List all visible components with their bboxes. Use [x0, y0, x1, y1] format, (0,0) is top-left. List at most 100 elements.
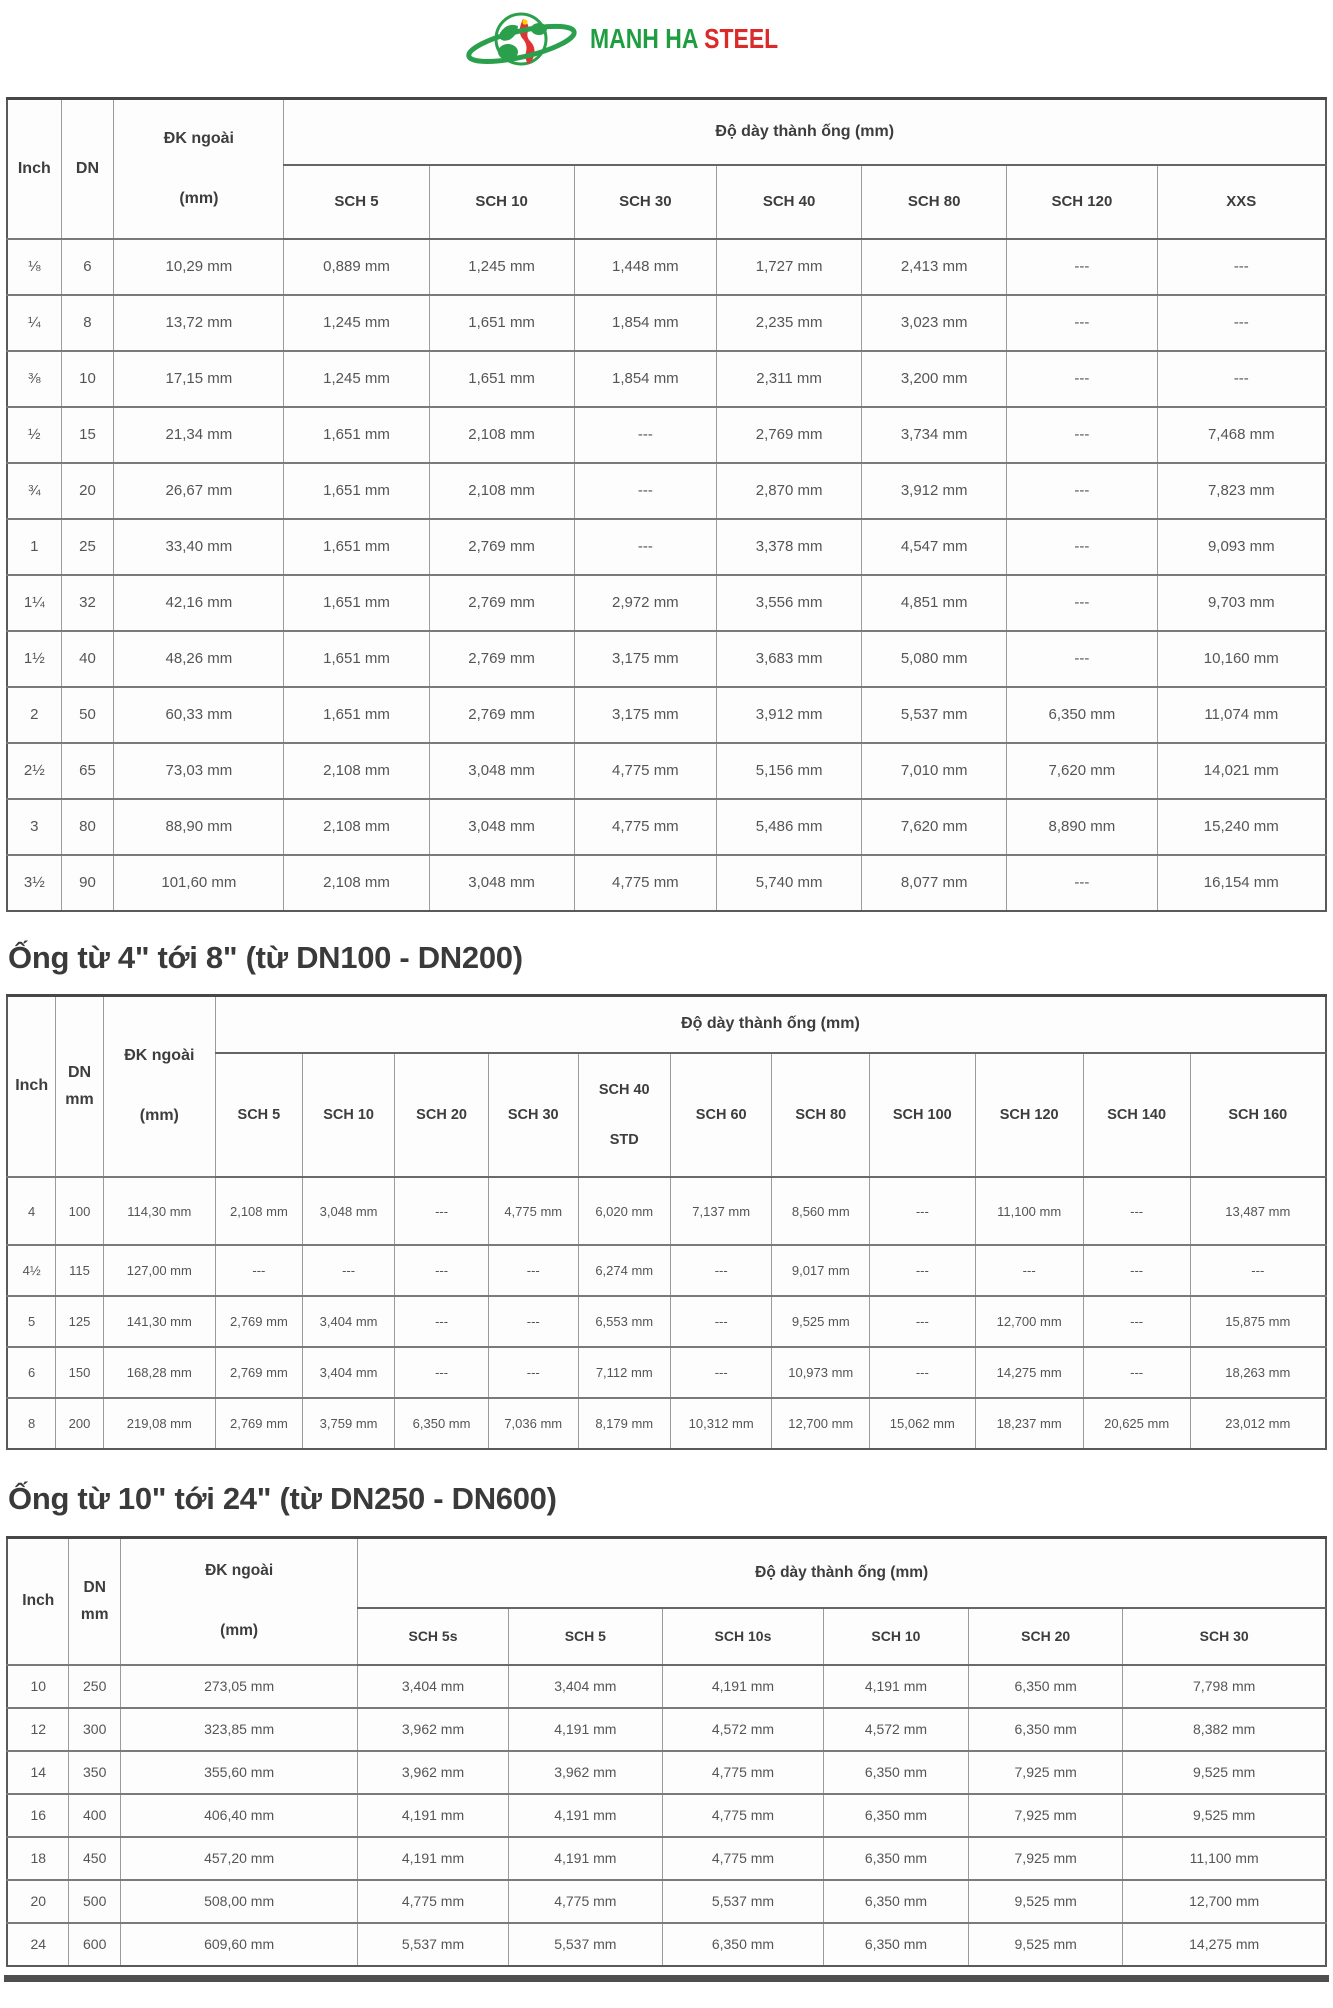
- cell-inch: 5: [6, 1295, 57, 1348]
- table-row: ⅜ 10 17,15 mm 1,245 mm 1,651 mm 1,854 mm 2,311…: [6, 349, 1327, 407]
- cell-inch: 1: [6, 517, 62, 575]
- page: MANH HA STEEL Inch DN ĐK ngoài (mm) Độ dày th…: [0, 8, 1333, 1982]
- cell-thickness: ---: [487, 1295, 579, 1348]
- cell-thickness: 20,625 mm: [1082, 1397, 1191, 1450]
- table-row: 3 80 88,90 mm 2,108 mm 3,048 mm 4,775 mm 5,486…: [6, 797, 1327, 855]
- cell-thickness: 1,245 mm: [428, 237, 575, 295]
- cell-thickness: 8,077 mm: [861, 853, 1008, 911]
- cell-thickness: ---: [869, 1176, 976, 1246]
- cell-thickness: 9,525 mm: [967, 1921, 1124, 1966]
- cell-thickness: 6,350 mm: [967, 1663, 1124, 1708]
- cell-thickness: 5,080 mm: [861, 629, 1008, 687]
- cell-thickness: 16,154 mm: [1156, 853, 1327, 911]
- cell-thickness: 5,156 mm: [716, 741, 863, 799]
- table-row: 12 300 323,85 mm 3,962 mm 4,191 mm 4,572 mm 4,…: [6, 1706, 1327, 1751]
- cell-dn: 350: [68, 1749, 121, 1794]
- column-header-inch: Inch: [6, 994, 57, 1178]
- cell-thickness: ---: [974, 1244, 1084, 1297]
- cell-outer-diameter: 273,05 mm: [119, 1663, 359, 1708]
- cell-thickness: 3,759 mm: [301, 1397, 396, 1450]
- logo: MANH HA STEEL: [0, 8, 1307, 70]
- cell-thickness: ---: [1006, 461, 1158, 519]
- cell-thickness: 3,912 mm: [861, 461, 1008, 519]
- sch-column-header: SCH 5: [507, 1607, 664, 1666]
- table-row: 18 450 457,20 mm 4,191 mm 4,191 mm 4,775 mm 6,…: [6, 1835, 1327, 1880]
- cell-dn: 100: [55, 1176, 104, 1246]
- cell-outer-diameter: 457,20 mm: [119, 1835, 359, 1880]
- cell-inch: ⅛: [6, 237, 62, 295]
- cell-dn: 450: [68, 1835, 121, 1880]
- cell-inch: ¼: [6, 293, 62, 351]
- cell-thickness: 4,191 mm: [507, 1835, 664, 1880]
- cell-thickness: 7,823 mm: [1156, 461, 1327, 519]
- cell-thickness: 2,769 mm: [214, 1346, 303, 1399]
- cell-outer-diameter: 127,00 mm: [102, 1244, 216, 1297]
- cell-thickness: 2,108 mm: [428, 405, 575, 463]
- cell-thickness: 15,240 mm: [1156, 797, 1327, 855]
- cell-outer-diameter: 323,85 mm: [119, 1706, 359, 1751]
- cell-thickness: 2,108 mm: [214, 1176, 303, 1246]
- sch-column-header: SCH 30: [573, 164, 718, 240]
- cell-inch: 1½: [6, 629, 62, 687]
- cell-thickness: 3,175 mm: [573, 629, 718, 687]
- cell-dn: 80: [60, 797, 115, 855]
- cell-outer-diameter: 48,26 mm: [113, 629, 285, 687]
- cell-thickness: 6,350 mm: [662, 1921, 824, 1966]
- cell-outer-diameter: 114,30 mm: [102, 1176, 216, 1246]
- cell-thickness: 7,137 mm: [669, 1176, 773, 1246]
- cell-thickness: ---: [1006, 405, 1158, 463]
- cell-dn: 250: [68, 1663, 121, 1708]
- cell-outer-diameter: 141,30 mm: [102, 1295, 216, 1348]
- cell-thickness: 9,093 mm: [1156, 517, 1327, 575]
- sch-column-header: SCH 5s: [357, 1607, 509, 1666]
- brand-red-text: STEEL: [703, 23, 778, 54]
- cell-thickness: 5,740 mm: [716, 853, 863, 911]
- cell-dn: 150: [55, 1346, 104, 1399]
- cell-thickness: ---: [869, 1295, 976, 1348]
- cell-thickness: 4,775 mm: [573, 741, 718, 799]
- cell-thickness: 3,404 mm: [301, 1346, 396, 1399]
- cell-thickness: ---: [573, 517, 718, 575]
- cell-dn: 40: [60, 629, 115, 687]
- cell-thickness: 14,275 mm: [974, 1346, 1084, 1399]
- cell-thickness: 4,775 mm: [507, 1878, 664, 1923]
- cell-thickness: ---: [1006, 293, 1158, 351]
- cell-thickness: 4,572 mm: [822, 1706, 969, 1751]
- sch-column-header: SCH 10: [428, 164, 575, 240]
- cell-thickness: 4,191 mm: [822, 1663, 969, 1708]
- cell-thickness: 6,350 mm: [1006, 685, 1158, 743]
- cell-inch: 2½: [6, 741, 62, 799]
- sch-column-header: SCH 30: [487, 1052, 579, 1178]
- column-group-header-wall-thickness: Độ dày thành ống (mm): [357, 1537, 1327, 1609]
- cell-inch: 3: [6, 797, 62, 855]
- cell-inch: 14: [6, 1749, 70, 1794]
- cell-dn: 10: [60, 349, 115, 407]
- column-header-outer-diameter: ĐK ngoài (mm): [102, 994, 216, 1178]
- clipped-next-row-strip: [4, 1974, 1329, 1982]
- cell-inch: 12: [6, 1706, 70, 1751]
- cell-dn: 15: [60, 405, 115, 463]
- cell-thickness: 12,700 mm: [974, 1295, 1084, 1348]
- cell-thickness: ---: [1082, 1244, 1191, 1297]
- cell-thickness: ---: [1006, 629, 1158, 687]
- cell-thickness: 5,537 mm: [861, 685, 1008, 743]
- cell-thickness: 2,769 mm: [428, 517, 575, 575]
- table-row: 1½ 40 48,26 mm 1,651 mm 2,769 mm 3,175 mm 3,68…: [6, 629, 1327, 687]
- cell-thickness: 5,486 mm: [716, 797, 863, 855]
- cell-thickness: 4,191 mm: [357, 1792, 509, 1837]
- cell-outer-diameter: 101,60 mm: [113, 853, 285, 911]
- column-group-header-wall-thickness: Độ dày thành ống (mm): [283, 98, 1327, 166]
- cell-dn: 32: [60, 573, 115, 631]
- cell-thickness: 13,487 mm: [1189, 1176, 1327, 1246]
- cell-dn: 300: [68, 1706, 121, 1751]
- cell-thickness: 1,651 mm: [428, 293, 575, 351]
- cell-thickness: 3,912 mm: [716, 685, 863, 743]
- cell-outer-diameter: 406,40 mm: [119, 1792, 359, 1837]
- column-header-dn: DN: [60, 98, 115, 239]
- cell-outer-diameter: 355,60 mm: [119, 1749, 359, 1794]
- cell-dn: 25: [60, 517, 115, 575]
- cell-thickness: 12,700 mm: [1122, 1878, 1327, 1923]
- cell-thickness: 2,972 mm: [573, 573, 718, 631]
- table-row: 4 100 114,30 mm 2,108 mm 3,048 mm --- 4,775 mm…: [6, 1176, 1327, 1246]
- cell-thickness: 7,620 mm: [1006, 741, 1158, 799]
